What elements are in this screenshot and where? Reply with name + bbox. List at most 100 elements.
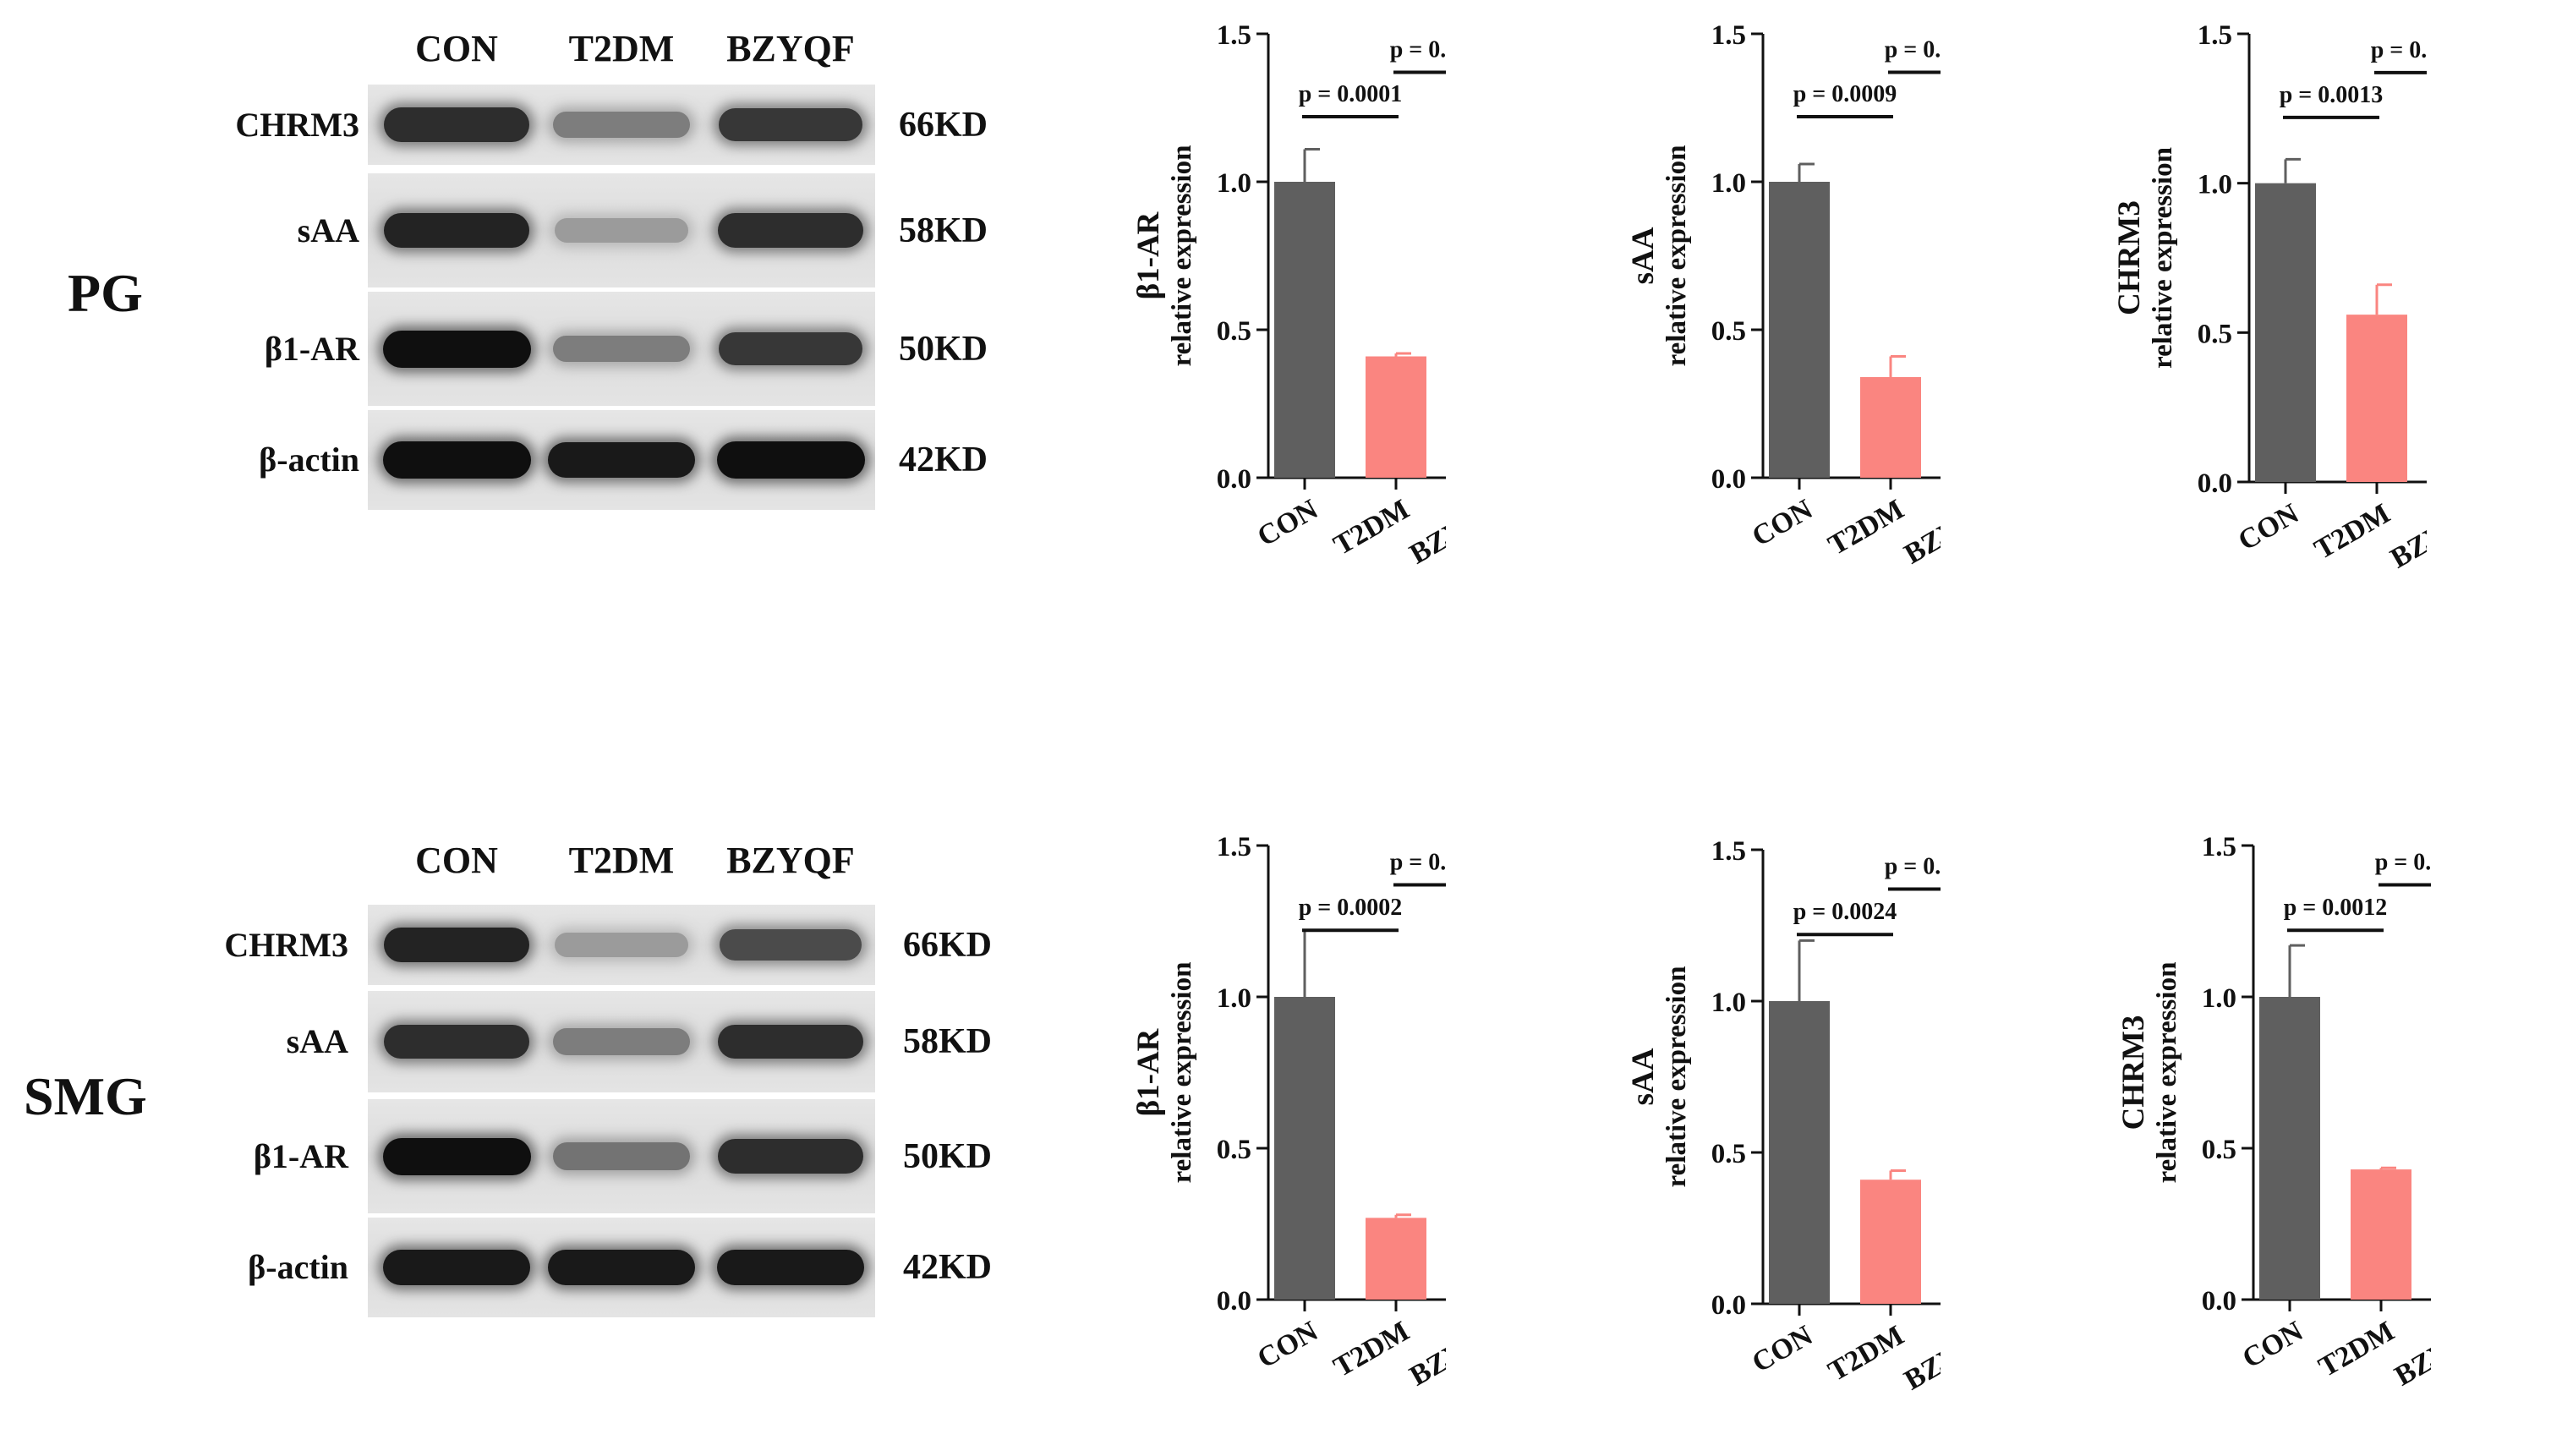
y-tick-label: 1.5	[1217, 832, 1251, 862]
pg-band-chrm3-bzyqf	[719, 107, 862, 142]
pg-band-saa-bzyqf	[718, 213, 863, 248]
pg-band-saa-con	[383, 212, 530, 249]
y-axis-sublabel: relative expression	[1167, 962, 1197, 1184]
pg-blot-strip-1-ar	[368, 292, 875, 406]
bar-con	[1274, 182, 1335, 478]
pg-lane-bzyqf: BZYQF	[726, 28, 855, 69]
p-value-label: p = 0.0419	[1390, 37, 1446, 63]
smg-blot-strip-saa	[368, 991, 875, 1092]
p-value-label: p = 0.0012	[2284, 895, 2388, 921]
smg-band-chrm3-con	[383, 927, 530, 963]
bar-t2dm	[2346, 315, 2407, 482]
smg-band-actin-t2dm	[548, 1249, 695, 1286]
x-tick-label-t2dm: T2DM	[1328, 494, 1415, 561]
y-tick-label: 1.5	[1217, 20, 1251, 51]
bar-con	[1274, 997, 1335, 1300]
bar-t2dm	[1366, 356, 1426, 478]
x-tick-label-bzyqf: BZYQF	[2390, 1316, 2431, 1393]
y-axis-label: sAA	[1626, 1048, 1661, 1105]
smg-band-1-ar-t2dm	[552, 1142, 691, 1170]
bar-chart-pg-b1ar: 0.0 0.5 1.0 1.5 β1-AR relative expression CON T…	[1131, 20, 1446, 571]
pg-lane-t2dm: T2DM	[568, 28, 675, 69]
pg-blot-strip-actin	[368, 410, 875, 510]
smg-band-chrm3-bzyqf	[720, 928, 862, 961]
smg-kd-label-saa: 58KD	[903, 1022, 992, 1061]
p-value-label: p = 0.0158	[1885, 854, 1941, 880]
x-tick-label-bzyqf: BZYQF	[1899, 494, 1941, 571]
y-tick-label: 0.5	[2198, 319, 2232, 349]
p-value-label: p = 0.0002	[1299, 895, 1403, 921]
bar-chart-smg-chrm3: 0.0 0.5 1.0 1.5 CHRM3 relative expression CON T…	[2116, 832, 2431, 1393]
y-tick-label: 1.0	[2198, 170, 2232, 200]
bar-t2dm	[2351, 1169, 2411, 1300]
smg-blot-strip-1-ar	[368, 1099, 875, 1213]
x-tick-label-bzyqf: BZYQF	[2385, 498, 2427, 575]
bar-chart-smg-saa: 0.0 0.5 1.0 1.5 sAA relative expression CON T2D…	[1626, 836, 1941, 1397]
y-tick-label: 0.0	[1217, 1286, 1251, 1316]
bar-chart-pg-chrm3: 0.0 0.5 1.0 1.5 CHRM3 relative expression CON T…	[2112, 20, 2427, 575]
pg-band-1-ar-bzyqf	[719, 331, 862, 366]
pg-protein-label-actin: β-actin	[259, 441, 359, 479]
p-value-label: p = 0.0021	[2371, 37, 2427, 63]
y-axis-label: CHRM3	[2116, 1015, 2151, 1130]
p-value-label: p = 0.0024	[1793, 899, 1897, 925]
smg-band-1-ar-bzyqf	[718, 1139, 863, 1174]
y-tick-label: 0.5	[1711, 316, 1746, 347]
pg-band-actin-t2dm	[548, 441, 695, 479]
y-tick-label: 0.5	[2202, 1135, 2236, 1165]
smg-kd-label-chrm3: 66KD	[903, 925, 992, 965]
pg-protein-label-chrm3: CHRM3	[235, 105, 359, 144]
bar-con	[2259, 997, 2320, 1300]
bar-con	[2255, 183, 2316, 482]
y-axis-sublabel: relative expression	[1167, 145, 1197, 367]
x-tick-label-t2dm: T2DM	[2313, 1316, 2400, 1383]
y-axis-sublabel: relative expression	[2148, 147, 2178, 369]
pg-band-chrm3-con	[384, 107, 529, 142]
smg-blot-strip-chrm3	[368, 905, 875, 985]
y-tick-label: 0.0	[2198, 468, 2232, 499]
smg-blot-strip-actin	[368, 1218, 875, 1317]
y-axis-label: sAA	[1626, 227, 1661, 284]
x-tick-label-con: CON	[1252, 494, 1323, 553]
y-axis-sublabel: relative expression	[1661, 145, 1692, 367]
bar-con	[1769, 1001, 1830, 1304]
p-value-label: p = 0.0327	[1390, 850, 1446, 876]
pg-lane-con: CON	[415, 28, 498, 69]
smg-protein-label-chrm3: CHRM3	[224, 925, 348, 964]
smg-band-saa-bzyqf	[718, 1024, 863, 1059]
y-tick-label: 0.5	[1217, 316, 1251, 347]
y-tick-label: 1.5	[1711, 20, 1746, 51]
y-tick-label: 0.0	[1711, 1290, 1746, 1321]
bar-t2dm	[1860, 377, 1921, 478]
row-label-pg: PG	[68, 263, 143, 323]
pg-band-actin-bzyqf	[716, 441, 865, 479]
x-tick-label-bzyqf: BZYQF	[1899, 1320, 1941, 1397]
smg-band-actin-bzyqf	[717, 1249, 864, 1286]
y-axis-label: β1-AR	[1131, 211, 1166, 299]
smg-band-saa-t2dm	[553, 1028, 690, 1055]
smg-lane-con: CON	[415, 840, 498, 881]
pg-band-1-ar-con	[382, 330, 531, 368]
bar-chart-smg-b1ar: 0.0 0.5 1.0 1.5 β1-AR relative expression CON T…	[1131, 832, 1446, 1392]
x-tick-label-con: CON	[1747, 1320, 1818, 1379]
smg-lane-bzyqf: BZYQF	[726, 840, 855, 881]
y-tick-label: 0.0	[2202, 1286, 2236, 1316]
bar-chart-pg-saa: 0.0 0.5 1.0 1.5 sAA relative expression CON T2D…	[1626, 20, 1941, 571]
smg-band-actin-con	[383, 1249, 530, 1286]
pg-protein-label-saa: sAA	[297, 211, 359, 249]
y-tick-label: 1.0	[1711, 988, 1746, 1018]
p-value-label: p = 0.0013	[2280, 82, 2384, 108]
pg-kd-label-chrm3: 66KD	[899, 105, 988, 145]
y-tick-label: 1.5	[1711, 836, 1746, 867]
smg-protein-label-actin: β-actin	[248, 1248, 348, 1286]
y-tick-label: 0.5	[1217, 1135, 1251, 1165]
x-tick-label-bzyqf: BZYQF	[1404, 494, 1446, 571]
smg-kd-label-1-ar: 50KD	[903, 1136, 992, 1176]
y-tick-label: 1.0	[2202, 983, 2236, 1014]
x-tick-label-t2dm: T2DM	[1823, 494, 1909, 561]
y-axis-label: CHRM3	[2112, 200, 2147, 315]
x-tick-label-con: CON	[2233, 498, 2304, 557]
pg-kd-label-saa: 58KD	[899, 211, 988, 250]
smg-protein-label-saa: sAA	[286, 1022, 348, 1060]
